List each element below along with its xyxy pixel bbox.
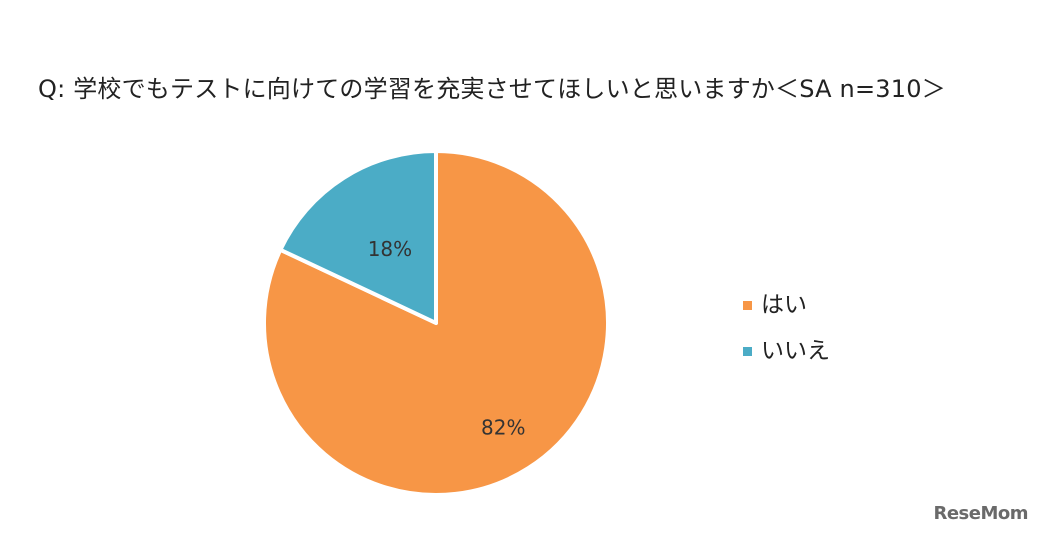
pie-slice-no (278, 149, 438, 325)
pie-data-labels: 82% 18% (368, 237, 526, 440)
legend-swatch-no (743, 346, 752, 356)
legend-item-yes: はい (743, 282, 830, 328)
chart-title: Q: 学校でもテストに向けての学習を充実させてほしいと思いますか＜SA n=31… (38, 75, 946, 103)
data-label-no: 18% (368, 237, 412, 261)
legend-item-no: いいえ (743, 328, 830, 374)
resemom-logo: ReseMom (933, 503, 1028, 524)
legend-label-yes: はい (761, 292, 807, 318)
legend-swatch-yes (743, 300, 752, 310)
pie-slices (262, 149, 610, 497)
data-label-yes: 82% (481, 416, 525, 440)
legend-label-no: いいえ (761, 338, 830, 364)
legend: はい いいえ (743, 282, 830, 374)
